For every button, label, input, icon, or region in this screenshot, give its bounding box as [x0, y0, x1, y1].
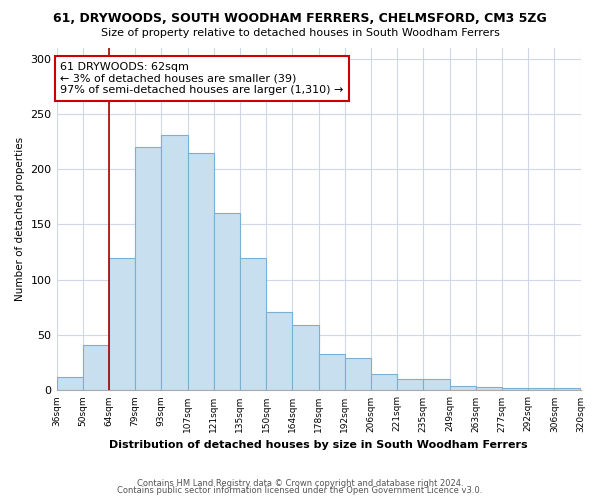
Bar [319, 354, 345, 391]
Bar [188, 152, 214, 390]
Bar [161, 135, 188, 390]
Text: Contains public sector information licensed under the Open Government Licence v3: Contains public sector information licen… [118, 486, 482, 495]
Bar [109, 258, 135, 390]
Bar [56, 377, 83, 390]
X-axis label: Distribution of detached houses by size in South Woodham Ferrers: Distribution of detached houses by size … [109, 440, 528, 450]
Bar [214, 214, 240, 390]
Text: 61, DRYWOODS, SOUTH WOODHAM FERRERS, CHELMSFORD, CM3 5ZG: 61, DRYWOODS, SOUTH WOODHAM FERRERS, CHE… [53, 12, 547, 26]
Bar [502, 388, 528, 390]
Bar [240, 258, 266, 390]
Bar [449, 386, 476, 390]
Bar [371, 374, 397, 390]
Bar [345, 358, 371, 390]
Bar [476, 387, 502, 390]
Text: Size of property relative to detached houses in South Woodham Ferrers: Size of property relative to detached ho… [101, 28, 499, 38]
Bar [554, 388, 580, 390]
Bar [83, 345, 109, 391]
Bar [135, 147, 161, 390]
Bar [292, 325, 319, 390]
Bar [397, 380, 424, 390]
Y-axis label: Number of detached properties: Number of detached properties [15, 137, 25, 301]
Bar [424, 380, 449, 390]
Text: Contains HM Land Registry data © Crown copyright and database right 2024.: Contains HM Land Registry data © Crown c… [137, 478, 463, 488]
Text: 61 DRYWOODS: 62sqm
← 3% of detached houses are smaller (39)
97% of semi-detached: 61 DRYWOODS: 62sqm ← 3% of detached hous… [61, 62, 344, 95]
Bar [528, 388, 554, 390]
Bar [266, 312, 292, 390]
